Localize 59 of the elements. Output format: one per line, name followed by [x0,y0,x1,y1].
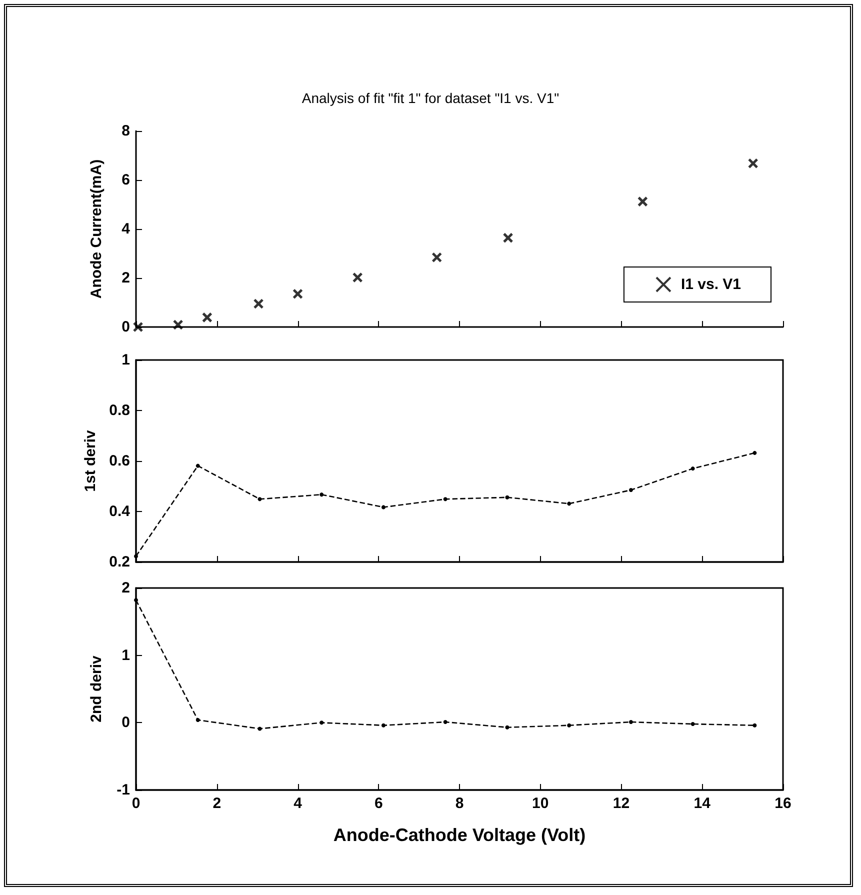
point [690,722,695,726]
point [502,232,514,244]
point [352,272,363,283]
x-tick-label: 16 [774,795,792,812]
point [748,158,758,169]
x-tick-label: 14 [694,795,712,812]
point [134,598,138,602]
y-tick-label: 4 [122,220,131,238]
y-tick-label: 0 [122,318,130,336]
y-tick-label: 2 [122,580,130,596]
point [253,298,264,309]
y-tick-label: -1 [116,782,130,798]
point [443,497,448,502]
point [172,320,184,330]
y-tick-label: 0.6 [109,452,130,470]
chart-title: Analysis of fit "fit 1" for dataset "I1 vs. V1" [302,90,560,106]
point [292,288,303,300]
point [505,495,510,500]
point [505,725,510,730]
point [443,720,448,724]
y-tick-label: 0 [122,714,130,732]
x-tick-label: 12 [612,795,630,812]
x-tick-label: 8 [455,795,464,812]
point [567,723,572,728]
point [567,502,572,506]
x-tick-label: 2 [212,795,222,812]
legend-label: I1 vs. V1 [680,276,742,293]
y-axis-title: 2nd deriv [88,655,105,722]
point [134,554,138,558]
point [432,252,442,263]
x-tick-label: 4 [294,795,303,812]
y-tick-label: 0.4 [109,503,131,520]
y-tick-label: 6 [122,172,130,188]
x-tick-label: 10 [532,795,549,812]
x-axis-title: Anode-Cathode Voltage (Volt) [333,825,586,845]
point [628,488,633,492]
point [320,492,324,497]
y-tick-label: 1 [122,646,130,664]
point [628,720,633,724]
point [381,505,386,510]
point [381,723,386,728]
point [320,720,324,725]
y-tick-label: 1 [122,352,130,368]
y-axis-title: 1st deriv [82,429,100,492]
y-axis-title: Anode Current(mA) [88,159,105,299]
point [258,726,262,731]
y-tick-label: 8 [122,122,130,140]
point [196,718,200,722]
x-tick-label: 6 [374,795,383,812]
point [752,450,757,455]
y-tick-label: 0.2 [109,554,130,570]
point [637,196,648,207]
point [258,497,262,502]
point [690,466,695,471]
y-tick-label: 2 [122,270,130,286]
point [752,723,757,728]
point [196,464,200,468]
point [202,312,212,323]
y-tick-label: 0.8 [109,402,130,419]
